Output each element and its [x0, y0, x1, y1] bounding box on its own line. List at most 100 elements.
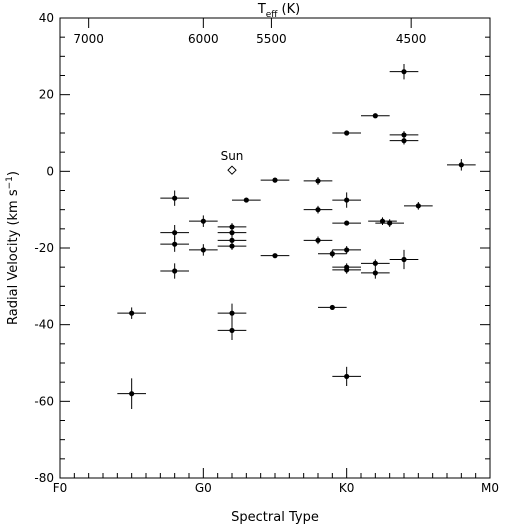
- x-tick-label: G0: [195, 481, 212, 495]
- point-marker: [344, 247, 350, 253]
- data-point: [389, 136, 419, 145]
- point-marker: [200, 218, 206, 224]
- point-marker: [458, 162, 464, 168]
- axis-ticks: [59, 17, 491, 479]
- data-point: [389, 249, 419, 270]
- point-marker: [379, 218, 386, 224]
- point-marker: [272, 253, 278, 259]
- point-marker: [329, 304, 335, 311]
- point-marker: [229, 310, 235, 316]
- y-axis-title-close: ): [6, 171, 21, 176]
- data-point: [232, 197, 261, 203]
- point-marker: [229, 224, 235, 230]
- data-point: [117, 307, 146, 319]
- data-point: [303, 205, 333, 214]
- y-axis-title: Radial Velocity (km s−1): [5, 171, 21, 325]
- y-axis-title-exponent: −1: [5, 176, 15, 189]
- point-marker: [344, 373, 350, 380]
- data-point: [332, 246, 361, 254]
- data-point: [160, 190, 189, 206]
- point-marker: [372, 113, 378, 119]
- top-tick-label: 4500: [396, 32, 427, 46]
- top-axis-title-unit: (K): [282, 2, 301, 17]
- point-marker: [401, 256, 407, 263]
- data-point: [260, 177, 290, 183]
- point-marker: [172, 241, 178, 247]
- point-marker: [344, 197, 350, 203]
- point-marker: [329, 251, 335, 257]
- point-marker: [344, 220, 350, 226]
- data-point: [389, 131, 419, 139]
- point-marker: [401, 138, 407, 144]
- sun-label: Sun: [221, 149, 244, 163]
- data-point: [217, 228, 247, 237]
- y-tick-label: 40: [39, 11, 54, 25]
- data-point: [189, 244, 218, 256]
- data-point: [217, 242, 247, 250]
- point-marker: [172, 268, 178, 274]
- point-marker: [315, 207, 321, 213]
- data-point: [117, 378, 146, 409]
- point-marker: [272, 177, 278, 183]
- point-marker: [315, 178, 321, 184]
- top-axis-title-main: T: [257, 2, 266, 17]
- y-axis-title-main: Radial Velocity (km s: [6, 189, 21, 325]
- y-tick-label: 0: [46, 164, 54, 178]
- point-marker: [129, 310, 135, 316]
- point-marker: [387, 220, 393, 226]
- data-point: [217, 303, 247, 323]
- point-marker: [200, 247, 206, 253]
- point-marker: [229, 243, 235, 249]
- point-marker: [315, 237, 321, 243]
- point-marker: [229, 237, 235, 243]
- y-tick-label: -20: [34, 241, 54, 255]
- data-point: [160, 236, 189, 252]
- data-point: [318, 304, 347, 311]
- plot-frame: [59, 17, 491, 479]
- point-marker: [372, 260, 378, 266]
- data-point: [318, 249, 347, 258]
- point-marker: [401, 69, 407, 75]
- sun-marker-group: Sun: [221, 149, 244, 175]
- top-tick-label: 5500: [256, 32, 287, 46]
- sun-marker: [227, 165, 237, 175]
- axis-tick-labels: F0 G0 K0 M0 -80 -60 -40 -20 0 20 40 7000 6000 5500 450…: [34, 11, 499, 495]
- point-marker: [229, 327, 235, 334]
- point-marker: [401, 132, 407, 138]
- data-point: [361, 259, 390, 268]
- top-axis-title-sub: eff: [266, 10, 279, 20]
- data-point: [332, 266, 361, 274]
- data-point: [332, 366, 361, 386]
- y-tick-label: -80: [34, 471, 54, 485]
- point-marker: [372, 270, 378, 276]
- data-point: [375, 219, 404, 227]
- top-tick-label: 7000: [73, 32, 104, 46]
- data-point: [361, 113, 390, 119]
- point-marker: [344, 267, 350, 273]
- data-point: [447, 159, 476, 171]
- data-point: [361, 267, 390, 279]
- data-point: [332, 220, 361, 226]
- data-point: [332, 130, 361, 136]
- point-marker: [344, 130, 350, 136]
- data-point: [303, 236, 333, 245]
- x-tick-label: F0: [53, 481, 68, 495]
- data-point: [389, 64, 419, 80]
- data-point: [404, 202, 433, 210]
- x-tick-label: M0: [481, 481, 499, 495]
- y-tick-label: -40: [34, 318, 54, 332]
- data-point: [160, 263, 189, 279]
- data-point: [189, 215, 218, 227]
- data-points: [117, 64, 476, 409]
- point-marker: [229, 230, 235, 236]
- x-tick-label: K0: [339, 481, 355, 495]
- point-marker: [172, 230, 178, 236]
- top-tick-label: 6000: [188, 32, 219, 46]
- top-axis-title: Teff (K): [257, 2, 300, 20]
- data-point: [368, 217, 397, 225]
- point-marker: [243, 197, 249, 203]
- data-point: [217, 320, 247, 340]
- y-tick-label: 20: [39, 88, 54, 102]
- point-marker: [415, 203, 421, 209]
